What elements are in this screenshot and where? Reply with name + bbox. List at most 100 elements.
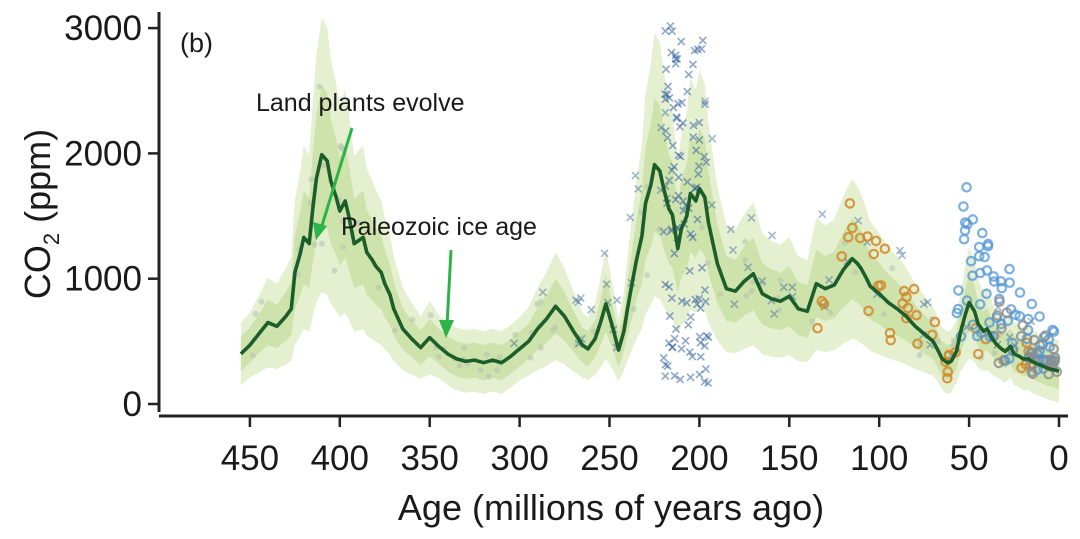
proxy-ring [974,267,986,279]
proxy-ring [1004,277,1015,288]
proxy-dot [494,367,501,374]
proxy-ring [1034,339,1046,351]
proxy-dot [320,162,327,169]
proxy-dot [409,316,416,323]
proxy-dot [573,341,580,348]
proxy-cross [576,293,585,303]
proxy-dot [537,298,544,305]
proxy-cross [656,123,666,132]
proxy-cross [708,134,717,143]
proxy-dot [527,354,534,361]
proxy-cross [688,352,697,361]
proxy-ring [1048,343,1059,355]
proxy-cross [682,298,691,307]
x-tick-label: 450 [221,439,279,478]
proxy-cross [697,263,707,272]
proxy-cross [679,197,688,206]
y-ticks: 0 1000 2000 3000 [64,9,159,424]
proxy-cross [665,312,674,321]
proxy-dot [550,327,556,333]
proxy-cross [824,275,834,284]
y-tick-label: 0 [123,385,142,424]
proxy-cross [510,339,519,348]
proxy-cross [672,112,681,122]
panel-label: (b) [180,28,213,58]
proxy-cross [692,146,701,155]
proxy-dot [852,269,859,276]
proxy-ring [979,251,990,263]
proxy-ring [862,231,873,242]
proxy-dot [656,226,663,233]
x-tick-label: 100 [850,439,908,478]
proxy-dot [743,292,750,299]
y-axis-title: CO2 (ppm) [17,129,64,299]
proxy-cross [788,283,797,292]
proxy-ring [962,218,973,230]
proxy-ring [1014,310,1025,322]
proxy-cross [661,280,670,289]
x-tick-label: 300 [490,439,548,478]
proxy-cross [683,87,692,96]
proxy-cross [677,344,686,353]
proxy-cross [613,296,622,305]
proxy-dot [880,311,887,318]
proxy-ring [942,366,954,377]
proxy-ring [897,298,908,309]
proxy-ring [872,280,884,292]
proxy-cross [695,135,704,145]
proxy-cross [671,51,680,60]
proxy-cross [668,343,677,352]
proxy-dot [485,373,492,380]
proxy-cross [668,27,677,36]
proxy-cross [854,216,863,225]
y-tick-label: 2000 [64,134,142,173]
proxy-cross [671,59,680,68]
proxy-cross [671,195,680,204]
proxy-cross [600,249,609,258]
proxy-ring [816,295,828,307]
proxy-ring [995,275,1007,287]
proxy-ring [1048,326,1060,337]
proxy-ring [863,305,874,317]
proxy-ring [879,243,891,255]
proxy-cross [698,36,707,45]
proxy-dot [316,83,323,90]
axes [157,12,1068,418]
proxy-cross [665,93,674,102]
proxy-dot [249,352,256,359]
proxy-cross [602,280,611,289]
proxy-ring [976,227,988,239]
proxy-ring [844,198,856,209]
proxy-cross [677,37,686,46]
proxy-dot [537,344,544,351]
y-tick-label: 1000 [64,260,142,299]
proxy-dot [331,267,338,274]
proxy-cross [704,378,713,388]
proxy-cross [695,370,704,379]
proxy-ring [868,248,880,260]
proxy-cross [634,184,643,193]
proxy-dot [512,331,519,338]
proxy-ring [842,231,854,243]
proxy-cross [676,152,685,161]
proxy-ring [812,322,823,334]
proxy-dot [934,338,941,345]
proxy-ring [898,285,910,297]
proxy-dot [760,280,766,287]
annotation-ice-age: Paleozoic ice age [341,213,537,241]
proxy-cross [675,122,684,131]
proxy-cross [667,294,676,303]
proxy-ring [953,285,964,296]
proxy-dot [483,351,490,358]
proxy-ring [996,323,1007,334]
proxy-dot [950,337,957,344]
proxy-ring [984,317,995,328]
proxy-ring [988,276,1000,287]
annotations: Land plants evolve Paleozoic ice age [256,89,537,338]
proxy-ring [972,348,984,360]
proxy-cross [700,100,710,109]
proxy-cross [702,158,711,167]
proxy-ring [951,307,963,319]
proxy-dot [375,284,382,291]
